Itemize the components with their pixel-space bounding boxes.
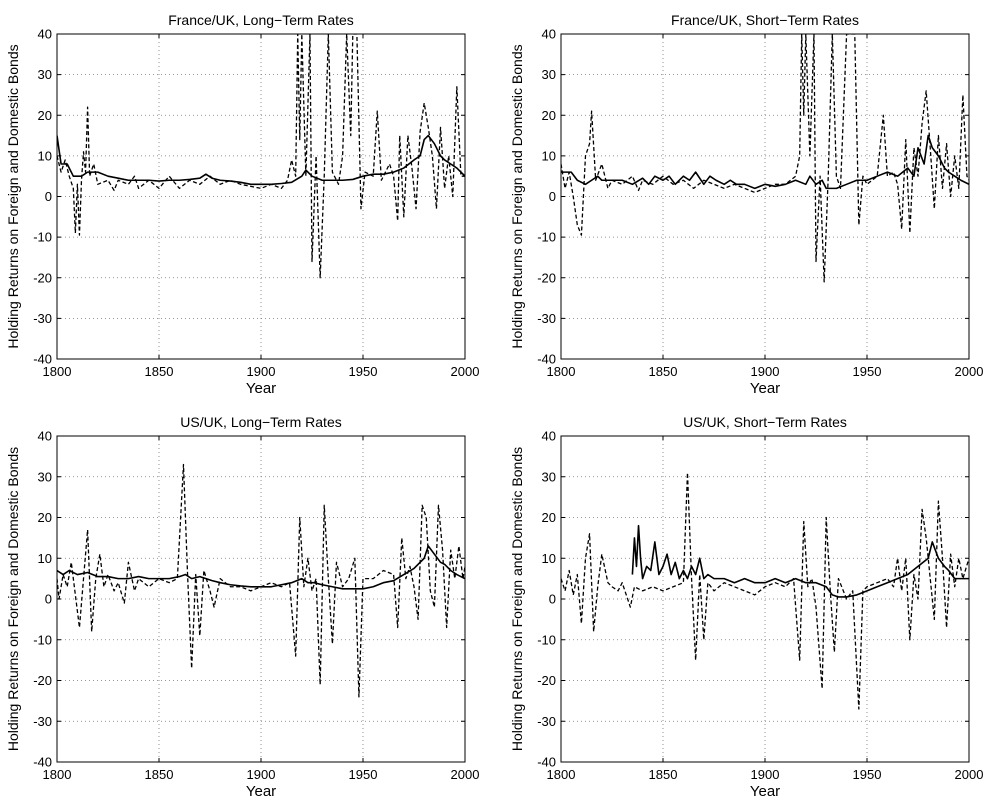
series-line-dashed xyxy=(57,34,465,279)
y-tick-label: 40 xyxy=(38,27,52,42)
y-tick-label: -20 xyxy=(537,673,556,688)
y-tick-label: -10 xyxy=(33,230,52,245)
x-tick-label: 1850 xyxy=(649,364,678,379)
x-tick-label: 1950 xyxy=(349,364,378,379)
x-tick-label: 1850 xyxy=(145,364,174,379)
y-tick-label: 30 xyxy=(38,67,52,82)
x-tick-label: 1900 xyxy=(751,767,780,782)
y-tick-label: 10 xyxy=(38,148,52,163)
x-tick-label: 1800 xyxy=(547,767,576,782)
x-tick-label: 1850 xyxy=(649,767,678,782)
x-tick-label: 2000 xyxy=(451,364,480,379)
y-axis-label: Holding Returns on Foreign and Domestic … xyxy=(509,44,525,348)
x-axis-label: Year xyxy=(246,783,276,800)
y-tick-label: -10 xyxy=(537,230,556,245)
x-tick-label: 1900 xyxy=(751,364,780,379)
y-tick-label: 30 xyxy=(542,469,556,484)
x-tick-label: 1800 xyxy=(547,364,576,379)
x-tick-label: 1800 xyxy=(43,364,72,379)
y-tick-label: 0 xyxy=(45,592,52,607)
y-tick-label: 20 xyxy=(542,510,556,525)
y-tick-label: 30 xyxy=(38,469,52,484)
y-tick-label: -10 xyxy=(537,632,556,647)
y-tick-label: 40 xyxy=(542,429,556,444)
y-tick-label: -40 xyxy=(33,755,52,770)
y-tick-label: -20 xyxy=(33,673,52,688)
x-tick-label: 1950 xyxy=(853,767,882,782)
panel-us-uk-short-term: 1800 1850 1900 1950 2000 -40 -30 -20 -10 0 10 20 30 4… xyxy=(509,414,983,800)
y-tick-label: -20 xyxy=(537,270,556,285)
y-tick-label: 0 xyxy=(45,189,52,204)
y-tick-label: 30 xyxy=(542,67,556,82)
series-line-solid xyxy=(631,524,969,598)
y-tick-label: 40 xyxy=(38,429,52,444)
y-tick-label: -30 xyxy=(33,714,52,729)
x-axis-label: Year xyxy=(246,380,276,397)
y-axis-label: Holding Returns on Foreign and Domestic … xyxy=(5,447,21,751)
x-tick-label: 1900 xyxy=(247,767,276,782)
x-tick-label: 1800 xyxy=(43,767,72,782)
series-line-dashed xyxy=(561,34,969,283)
y-tick-label: 40 xyxy=(542,27,556,42)
y-tick-label: 20 xyxy=(38,108,52,123)
y-tick-label: 20 xyxy=(542,108,556,123)
y-axis-label: Holding Returns on Foreign and Domestic … xyxy=(5,44,21,348)
y-tick-label: -40 xyxy=(33,352,52,367)
series-line-solid xyxy=(57,545,465,590)
chart-title: US/UK, Long−Term Rates xyxy=(180,414,341,430)
series-line-dashed xyxy=(57,463,465,698)
x-tick-label: 2000 xyxy=(955,767,984,782)
x-tick-label: 1950 xyxy=(349,767,378,782)
y-tick-label: 10 xyxy=(38,551,52,566)
x-axis-label: Year xyxy=(750,380,780,397)
x-tick-label: 2000 xyxy=(955,364,984,379)
x-tick-label: 2000 xyxy=(451,767,480,782)
y-tick-label: 10 xyxy=(542,551,556,566)
panel-france-uk-short-term: 1800 1850 1900 1950 2000 -40 -30 -20 -10 0 10 20 30 4… xyxy=(509,12,983,397)
y-axis-label: Holding Returns on Foreign and Domestic … xyxy=(509,447,525,751)
series-line-dashed xyxy=(561,472,969,710)
y-tick-label: -30 xyxy=(537,714,556,729)
y-tick-label: 0 xyxy=(549,592,556,607)
y-tick-label: -40 xyxy=(537,755,556,770)
panel-france-uk-long-term: 1800 1850 1900 1950 2000 -40 -30 -20 -10 0 10 20 30 4… xyxy=(5,12,479,397)
chart-title: France/UK, Short−Term Rates xyxy=(671,12,859,28)
chart-title: US/UK, Short−Term Rates xyxy=(683,414,847,430)
x-axis-label: Year xyxy=(750,783,780,800)
x-tick-label: 1950 xyxy=(853,364,882,379)
panel-us-uk-long-term: 1800 1850 1900 1950 2000 -40 -30 -20 -10 0 10 20 30 4… xyxy=(5,414,479,800)
x-tick-label: 1850 xyxy=(145,767,174,782)
y-tick-label: -10 xyxy=(33,632,52,647)
y-tick-label: 20 xyxy=(38,510,52,525)
y-tick-label: -40 xyxy=(537,352,556,367)
y-tick-label: 10 xyxy=(542,148,556,163)
series-line-solid xyxy=(561,134,969,190)
y-tick-label: -20 xyxy=(33,270,52,285)
y-tick-label: -30 xyxy=(537,311,556,326)
y-tick-label: -30 xyxy=(33,311,52,326)
x-tick-label: 1900 xyxy=(247,364,276,379)
y-tick-label: 0 xyxy=(549,189,556,204)
chart-title: France/UK, Long−Term Rates xyxy=(168,12,354,28)
